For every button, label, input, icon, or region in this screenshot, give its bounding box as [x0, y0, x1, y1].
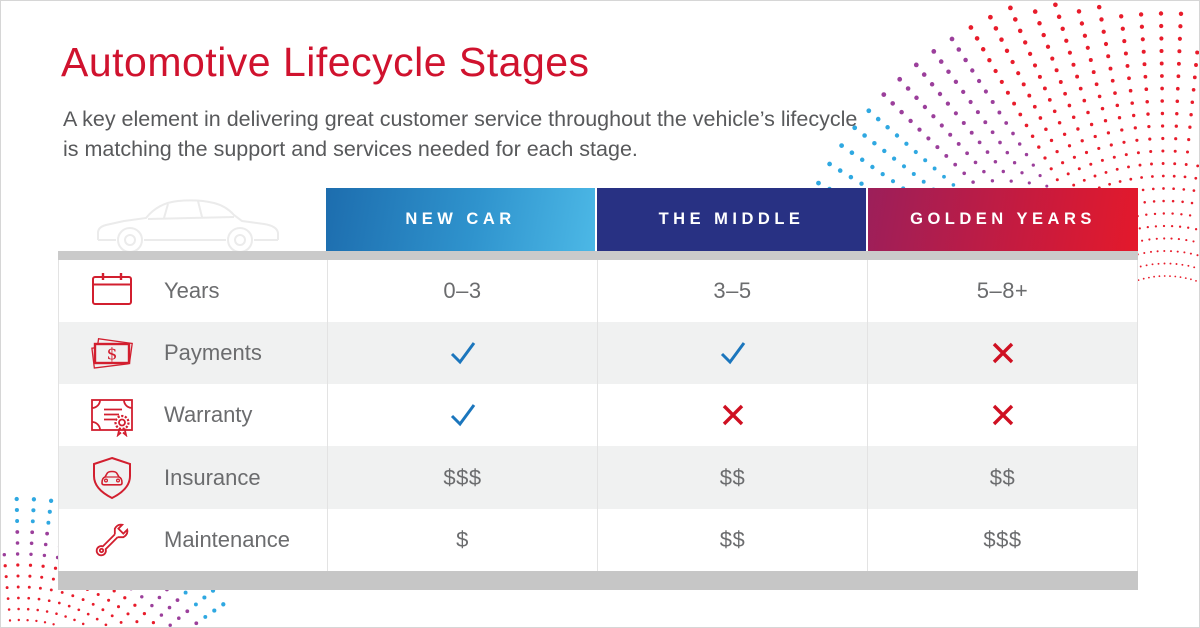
cell-maintenance-golden-years: $$$: [867, 508, 1137, 571]
table-row-maintenance: Maintenance $ $$ $$$: [59, 508, 1137, 571]
cell-payments-the-middle: [597, 321, 867, 385]
row-label: Insurance: [164, 464, 261, 490]
svg-text:$: $: [106, 344, 117, 364]
comparison-table: Years 0–3 3–5 5–8+ $ Payments: [58, 259, 1138, 571]
page-title: Automotive Lifecycle Stages: [61, 39, 590, 85]
subtitle-line-1: A key element in delivering great custom…: [63, 107, 858, 131]
maintenance-icon: [59, 518, 164, 562]
page-subtitle: A key element in delivering great custom…: [63, 104, 857, 164]
cell-payments-new-car: [327, 321, 597, 385]
row-header-maintenance: Maintenance: [59, 509, 327, 571]
column-header-new-car: NEW CAR: [326, 188, 595, 251]
table-row-years: Years 0–3 3–5 5–8+: [59, 259, 1137, 322]
platform-strip-bottom: [58, 571, 1138, 590]
table-row-insurance: Insurance $$$ $$ $$: [59, 446, 1137, 509]
table-row-payments: $ Payments: [59, 321, 1137, 385]
row-header-insurance: Insurance: [59, 446, 327, 508]
row-label: Years: [164, 277, 220, 303]
cell-years-the-middle: 3–5: [597, 259, 867, 322]
cell-warranty-golden-years: [867, 384, 1137, 447]
row-header-years: Years: [59, 260, 327, 322]
warranty-icon: [59, 393, 164, 438]
cell-insurance-new-car: $$$: [327, 446, 597, 509]
row-label: Maintenance: [164, 526, 290, 552]
subtitle-line-2: is matching the support and services nee…: [63, 137, 638, 161]
cell-years-new-car: 0–3: [327, 259, 597, 322]
column-header-label: THE MIDDLE: [658, 210, 805, 228]
cell-insurance-golden-years: $$: [867, 446, 1137, 509]
cell-years-golden-years: 5–8+: [867, 259, 1137, 322]
cell-warranty-new-car: [327, 384, 597, 447]
cell-maintenance-the-middle: $$: [597, 508, 867, 571]
row-header-warranty: Warranty: [59, 384, 327, 446]
row-header-payments: $ Payments: [59, 322, 327, 384]
column-header-the-middle: THE MIDDLE: [597, 188, 866, 251]
calendar-icon: [59, 269, 164, 313]
cell-warranty-the-middle: [597, 384, 867, 447]
insurance-icon: [59, 456, 164, 500]
column-header-label: NEW CAR: [405, 210, 516, 228]
column-header-label: GOLDEN YEARS: [910, 210, 1096, 228]
cell-maintenance-new-car: $: [327, 508, 597, 571]
payments-icon: $: [59, 331, 164, 375]
platform-strip-top: [58, 251, 1138, 260]
row-label: Warranty: [164, 402, 253, 428]
car-silhouette-icon: [94, 190, 284, 252]
row-label: Payments: [164, 339, 262, 365]
column-header-golden-years: GOLDEN YEARS: [868, 188, 1138, 251]
cell-payments-golden-years: [867, 321, 1137, 385]
cell-insurance-the-middle: $$: [597, 446, 867, 509]
table-row-warranty: Warranty: [59, 384, 1137, 447]
